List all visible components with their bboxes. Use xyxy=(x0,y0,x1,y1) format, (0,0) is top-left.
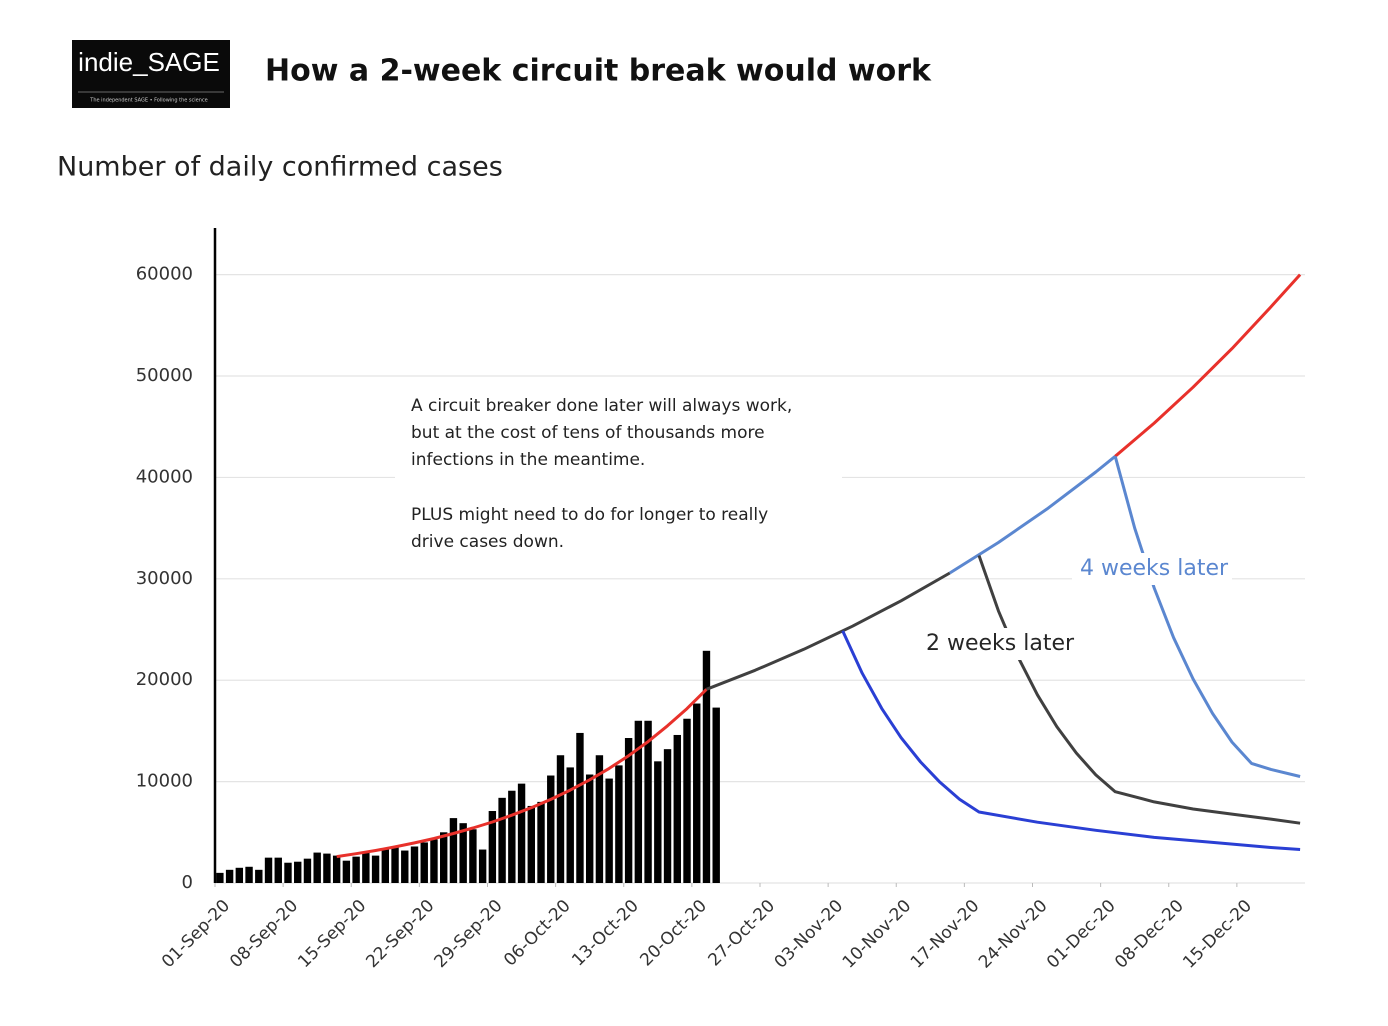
bar xyxy=(362,852,370,883)
bar xyxy=(683,718,691,883)
line xyxy=(841,630,1301,851)
bar xyxy=(595,755,604,883)
bar xyxy=(235,867,244,883)
bar xyxy=(440,832,448,883)
logo-box xyxy=(72,40,230,108)
line xyxy=(336,688,708,859)
bar xyxy=(391,847,399,883)
note-text: infections in the meantime. xyxy=(411,450,645,470)
annotation-bg xyxy=(1072,553,1232,585)
bar xyxy=(478,849,487,883)
bar xyxy=(644,720,652,883)
y-tick-label: 60000 xyxy=(136,264,193,285)
bar xyxy=(216,872,224,883)
annotation: 4 weeks later xyxy=(1080,556,1229,581)
y-tick-label: 10000 xyxy=(136,771,193,792)
annotation: 2 weeks later xyxy=(926,631,1075,656)
bar xyxy=(469,829,477,883)
bar xyxy=(371,855,380,883)
bar xyxy=(449,818,458,883)
bar xyxy=(430,839,438,883)
bar xyxy=(663,749,672,883)
bar xyxy=(498,797,506,883)
note-text: drive cases down. xyxy=(411,532,564,552)
bar xyxy=(654,761,662,883)
bar xyxy=(527,805,535,883)
bar xyxy=(459,823,467,883)
bar xyxy=(420,842,428,883)
line xyxy=(949,455,1117,575)
bar xyxy=(702,650,711,883)
bar xyxy=(284,862,292,883)
bar xyxy=(615,765,623,883)
bar xyxy=(401,850,409,883)
bar xyxy=(508,790,516,883)
bar xyxy=(537,801,545,883)
bar xyxy=(255,869,263,883)
chart-title: How a 2-week circuit break would work xyxy=(265,54,932,89)
y-tick-label: 50000 xyxy=(136,365,193,386)
bar xyxy=(712,707,720,883)
bar xyxy=(381,849,390,883)
bar xyxy=(313,852,321,883)
bar xyxy=(576,732,584,883)
bar xyxy=(342,860,351,883)
bar xyxy=(332,855,341,883)
bar xyxy=(488,811,497,883)
note-text: A circuit breaker done later will always… xyxy=(411,396,792,416)
bar xyxy=(547,775,555,883)
note-text: PLUS might need to do for longer to real… xyxy=(411,505,768,525)
note-box xyxy=(395,385,842,560)
bar xyxy=(556,755,565,883)
line xyxy=(705,571,951,691)
logo-text: indie_SAGE xyxy=(78,47,220,77)
bar xyxy=(410,846,419,883)
line xyxy=(1114,273,1302,458)
bar xyxy=(294,861,302,883)
bar xyxy=(303,858,312,883)
bar xyxy=(274,857,282,883)
bar xyxy=(634,720,643,883)
y-tick-label: 30000 xyxy=(136,568,193,589)
logo-tagline: The independent SAGE • Following the sci… xyxy=(89,98,207,104)
note-text: but at the cost of tens of thousands mor… xyxy=(411,423,765,443)
bar xyxy=(517,783,526,883)
bar xyxy=(605,778,613,883)
annotation-bg xyxy=(918,628,1078,660)
bar xyxy=(323,853,331,883)
bar xyxy=(673,734,681,883)
bar xyxy=(225,869,234,883)
bar xyxy=(624,738,633,883)
y-tick-label: 40000 xyxy=(136,466,193,487)
chart-subtitle: Number of daily confirmed cases xyxy=(57,152,503,183)
y-tick-label: 20000 xyxy=(136,669,193,690)
bar xyxy=(585,774,594,883)
bar xyxy=(245,866,253,883)
y-tick-label: 0 xyxy=(182,872,193,893)
bar xyxy=(352,856,360,883)
bar xyxy=(264,857,273,883)
bar xyxy=(693,703,701,883)
bar xyxy=(566,767,574,883)
